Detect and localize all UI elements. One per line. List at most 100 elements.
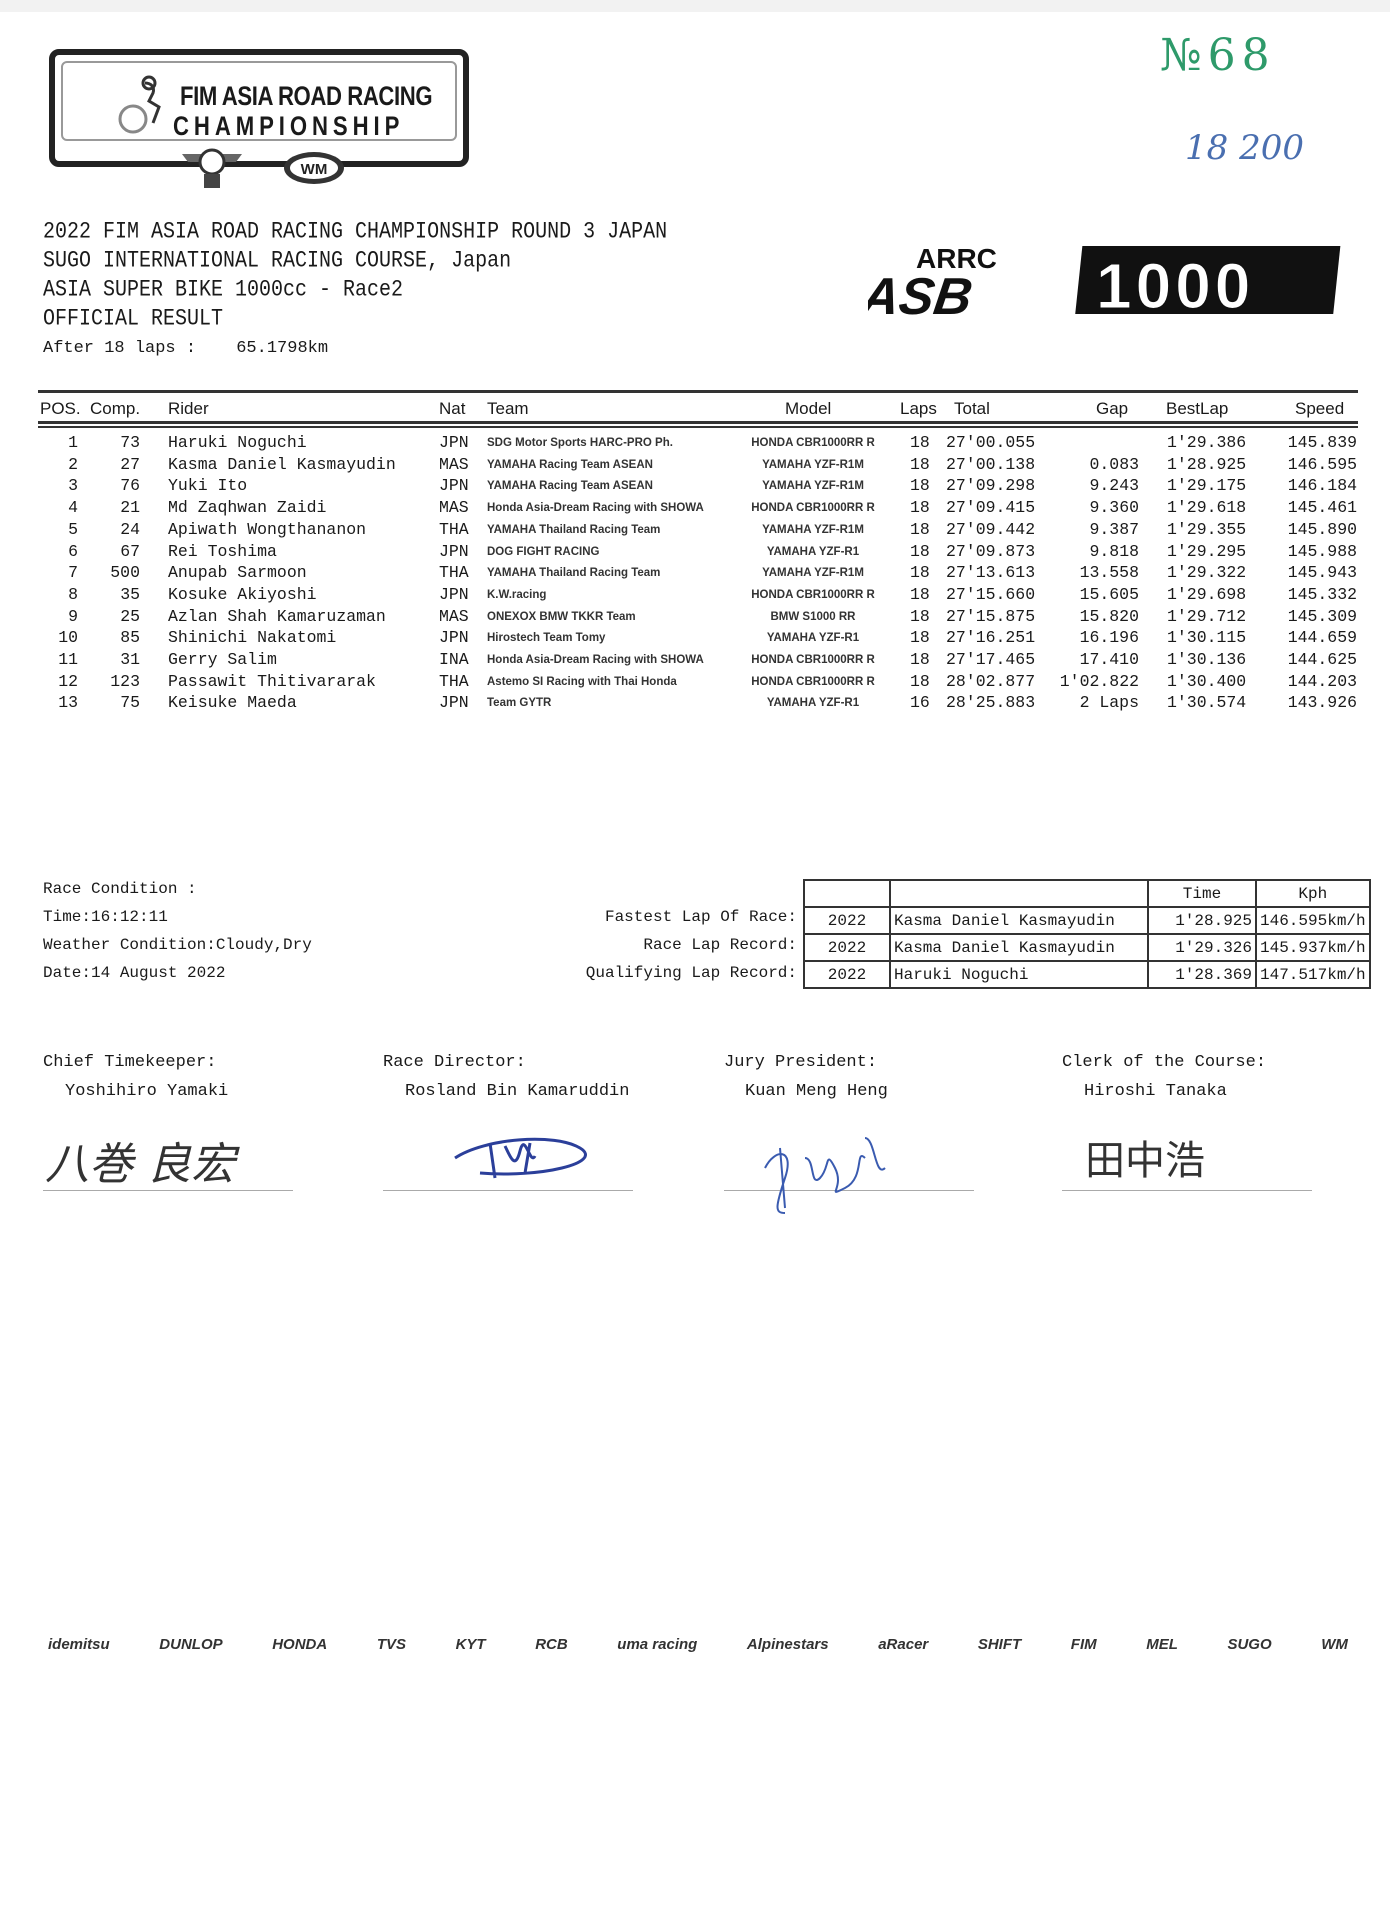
records-row-fastest-lap: 2022 Kasma Daniel Kasmayudin 1'28.925 14… xyxy=(803,906,1371,935)
record-kph: 145.937km/h xyxy=(1255,933,1371,962)
cell-best-lap: 1'30.574 xyxy=(1167,693,1247,713)
cell-best-lap: 1'29.355 xyxy=(1167,519,1247,539)
cell-rider: Azlan Shah Kamaruzaman xyxy=(168,606,386,626)
cell-speed: 146.184 xyxy=(1287,476,1357,496)
race-director-name: Rosland Bin Kamaruddin xyxy=(405,1082,630,1101)
record-year: 2022 xyxy=(803,906,891,935)
cell-speed: 145.839 xyxy=(1287,433,1357,452)
cell-model: YAMAHA YZF-R1 xyxy=(766,632,860,645)
cell-team: ONEXOX BMW TKKR Team xyxy=(487,610,636,623)
motorcycle-rider-icon xyxy=(118,75,161,134)
records-row-race-lap-record: 2022 Kasma Daniel Kasmayudin 1'29.326 14… xyxy=(803,933,1371,962)
cell-rider: Gerry Salim xyxy=(168,650,277,669)
cell-best-lap: 1'28.925 xyxy=(1167,454,1247,474)
race-date: Date:14 August 2022 xyxy=(43,964,226,982)
cell-speed: 143.926 xyxy=(1287,693,1357,713)
cell-pos: 5 xyxy=(68,519,78,539)
cell-gap: 9.818 xyxy=(1089,541,1139,561)
cell-speed: 146.595 xyxy=(1287,454,1357,474)
race-distance: After 18 laps : 65.1798km xyxy=(43,339,328,358)
clerk-of-course-name: Hiroshi Tanaka xyxy=(1084,1082,1227,1101)
cell-gap: 9.360 xyxy=(1089,498,1139,518)
cell-model: YAMAHA YZF-R1 xyxy=(766,545,860,558)
cell-laps: 18 xyxy=(910,433,930,452)
cell-model: YAMAHA YZF-R1M xyxy=(762,523,864,536)
cell-total: 27'13.613 xyxy=(946,563,1036,583)
cell-team: K.W.racing xyxy=(487,588,547,601)
cell-rider: Anupab Sarmoon xyxy=(168,563,307,583)
jury-president-title: Jury President: xyxy=(724,1053,878,1072)
record-rider: Kasma Daniel Kasmayudin xyxy=(889,906,1149,935)
result-row: 8 35 Kosuke Akiyoshi JPN K.W.racing HONDA CBR… xyxy=(0,585,1390,607)
wm-logo-icon: WM xyxy=(284,152,344,184)
cell-pos: 11 xyxy=(58,650,78,669)
cell-speed: 145.309 xyxy=(1287,606,1357,626)
cell-best-lap: 1'29.175 xyxy=(1167,476,1247,496)
cell-pos: 9 xyxy=(68,606,78,626)
cell-model: HONDA CBR1000RR R xyxy=(751,654,875,666)
cell-nat: JPN xyxy=(439,433,469,452)
cell-total: 27'00.138 xyxy=(946,454,1036,474)
cell-team: YAMAHA Racing Team ASEAN xyxy=(487,458,653,471)
cell-speed: 144.625 xyxy=(1287,650,1357,669)
sponsor-logo: FIM xyxy=(1070,1636,1097,1653)
clerk-of-course-title: Clerk of the Course: xyxy=(1062,1053,1267,1072)
sponsor-logo: HONDA xyxy=(272,1636,328,1653)
clerk-of-course-signature: 田中浩 xyxy=(1085,1138,1205,1184)
result-row: 9 25 Azlan Shah Kamaruzaman MAS ONEXOX BMW T… xyxy=(0,607,1390,629)
cell-speed: 145.461 xyxy=(1287,498,1357,518)
cell-speed: 145.890 xyxy=(1287,519,1357,539)
sponsor-logo: aRacer xyxy=(878,1636,929,1653)
handwritten-note: 18 200 xyxy=(1185,128,1304,168)
qualifying-lap-record-label: Qualifying Lap Record: xyxy=(585,964,797,982)
cell-total: 27'09.298 xyxy=(946,476,1036,496)
cell-laps: 18 xyxy=(910,454,930,474)
cell-model: YAMAHA YZF-R1 xyxy=(766,697,860,710)
cell-laps: 18 xyxy=(910,671,930,691)
cell-team: YAMAHA Thailand Racing Team xyxy=(487,523,661,536)
cell-best-lap: 1'29.618 xyxy=(1167,498,1247,518)
result-row: 6 67 Rei Toshima JPN DOG FIGHT RACING YAMAHA … xyxy=(0,542,1390,564)
cell-gap: 15.605 xyxy=(1079,584,1139,604)
cell-rider: Kosuke Akiyoshi xyxy=(168,584,317,604)
cell-best-lap: 1'30.400 xyxy=(1167,671,1247,691)
cell-laps: 16 xyxy=(910,693,930,713)
cell-total: 27'15.660 xyxy=(946,584,1036,604)
race-director-signature xyxy=(454,1137,587,1179)
signature-line xyxy=(724,1190,974,1191)
result-row: 4 21 Md Zaqhwan Zaidi MAS Honda Asia-Dream R… xyxy=(0,498,1390,520)
cell-comp: 500 xyxy=(110,563,140,583)
column-header-nat: Nat xyxy=(439,399,466,418)
cell-pos: 3 xyxy=(68,476,78,496)
cell-laps: 18 xyxy=(910,628,930,648)
header-double-rule-2 xyxy=(38,426,1358,428)
cell-pos: 12 xyxy=(58,671,78,691)
column-header-gap: Gap xyxy=(1096,399,1129,418)
record-kph: 147.517km/h xyxy=(1255,960,1371,989)
cell-nat: JPN xyxy=(439,693,469,713)
cell-gap: 15.820 xyxy=(1079,606,1139,626)
column-header-pos: POS. xyxy=(40,399,81,418)
fim-wing-emblem-icon xyxy=(182,148,242,188)
cell-nat: JPN xyxy=(439,476,469,496)
sponsor-logo: KYT xyxy=(455,1636,486,1653)
records-row-qualifying-lap-record: 2022 Haruki Noguchi 1'28.369 147.517km/h xyxy=(803,960,1371,989)
arrc-asb1000-logo: ARRC ASB 1000 xyxy=(868,243,1341,318)
cell-best-lap: 1'29.295 xyxy=(1167,541,1247,561)
cell-comp: 21 xyxy=(120,498,140,518)
race-director-title: Race Director: xyxy=(383,1053,526,1072)
result-row: 5 24 Apiwath Wongthananon THA YAMAHA Thailan… xyxy=(0,520,1390,542)
cell-model: HONDA CBR1000RR R xyxy=(751,588,875,601)
column-header-model: Model xyxy=(785,399,832,418)
cell-total: 27'15.875 xyxy=(946,606,1036,626)
sponsor-logo: Alpinestars xyxy=(746,1636,829,1653)
logo-asb-text: ASB xyxy=(868,268,976,318)
column-header-speed: Speed xyxy=(1295,399,1345,418)
cell-total: 27'09.873 xyxy=(946,541,1036,561)
cell-best-lap: 1'30.136 xyxy=(1167,650,1247,669)
cell-comp: 75 xyxy=(120,693,140,713)
cell-rider: Rei Toshima xyxy=(168,541,277,561)
cell-model: HONDA CBR1000RR R xyxy=(751,437,875,449)
cell-total: 27'09.442 xyxy=(946,519,1036,539)
cell-gap: 0.083 xyxy=(1089,454,1139,474)
